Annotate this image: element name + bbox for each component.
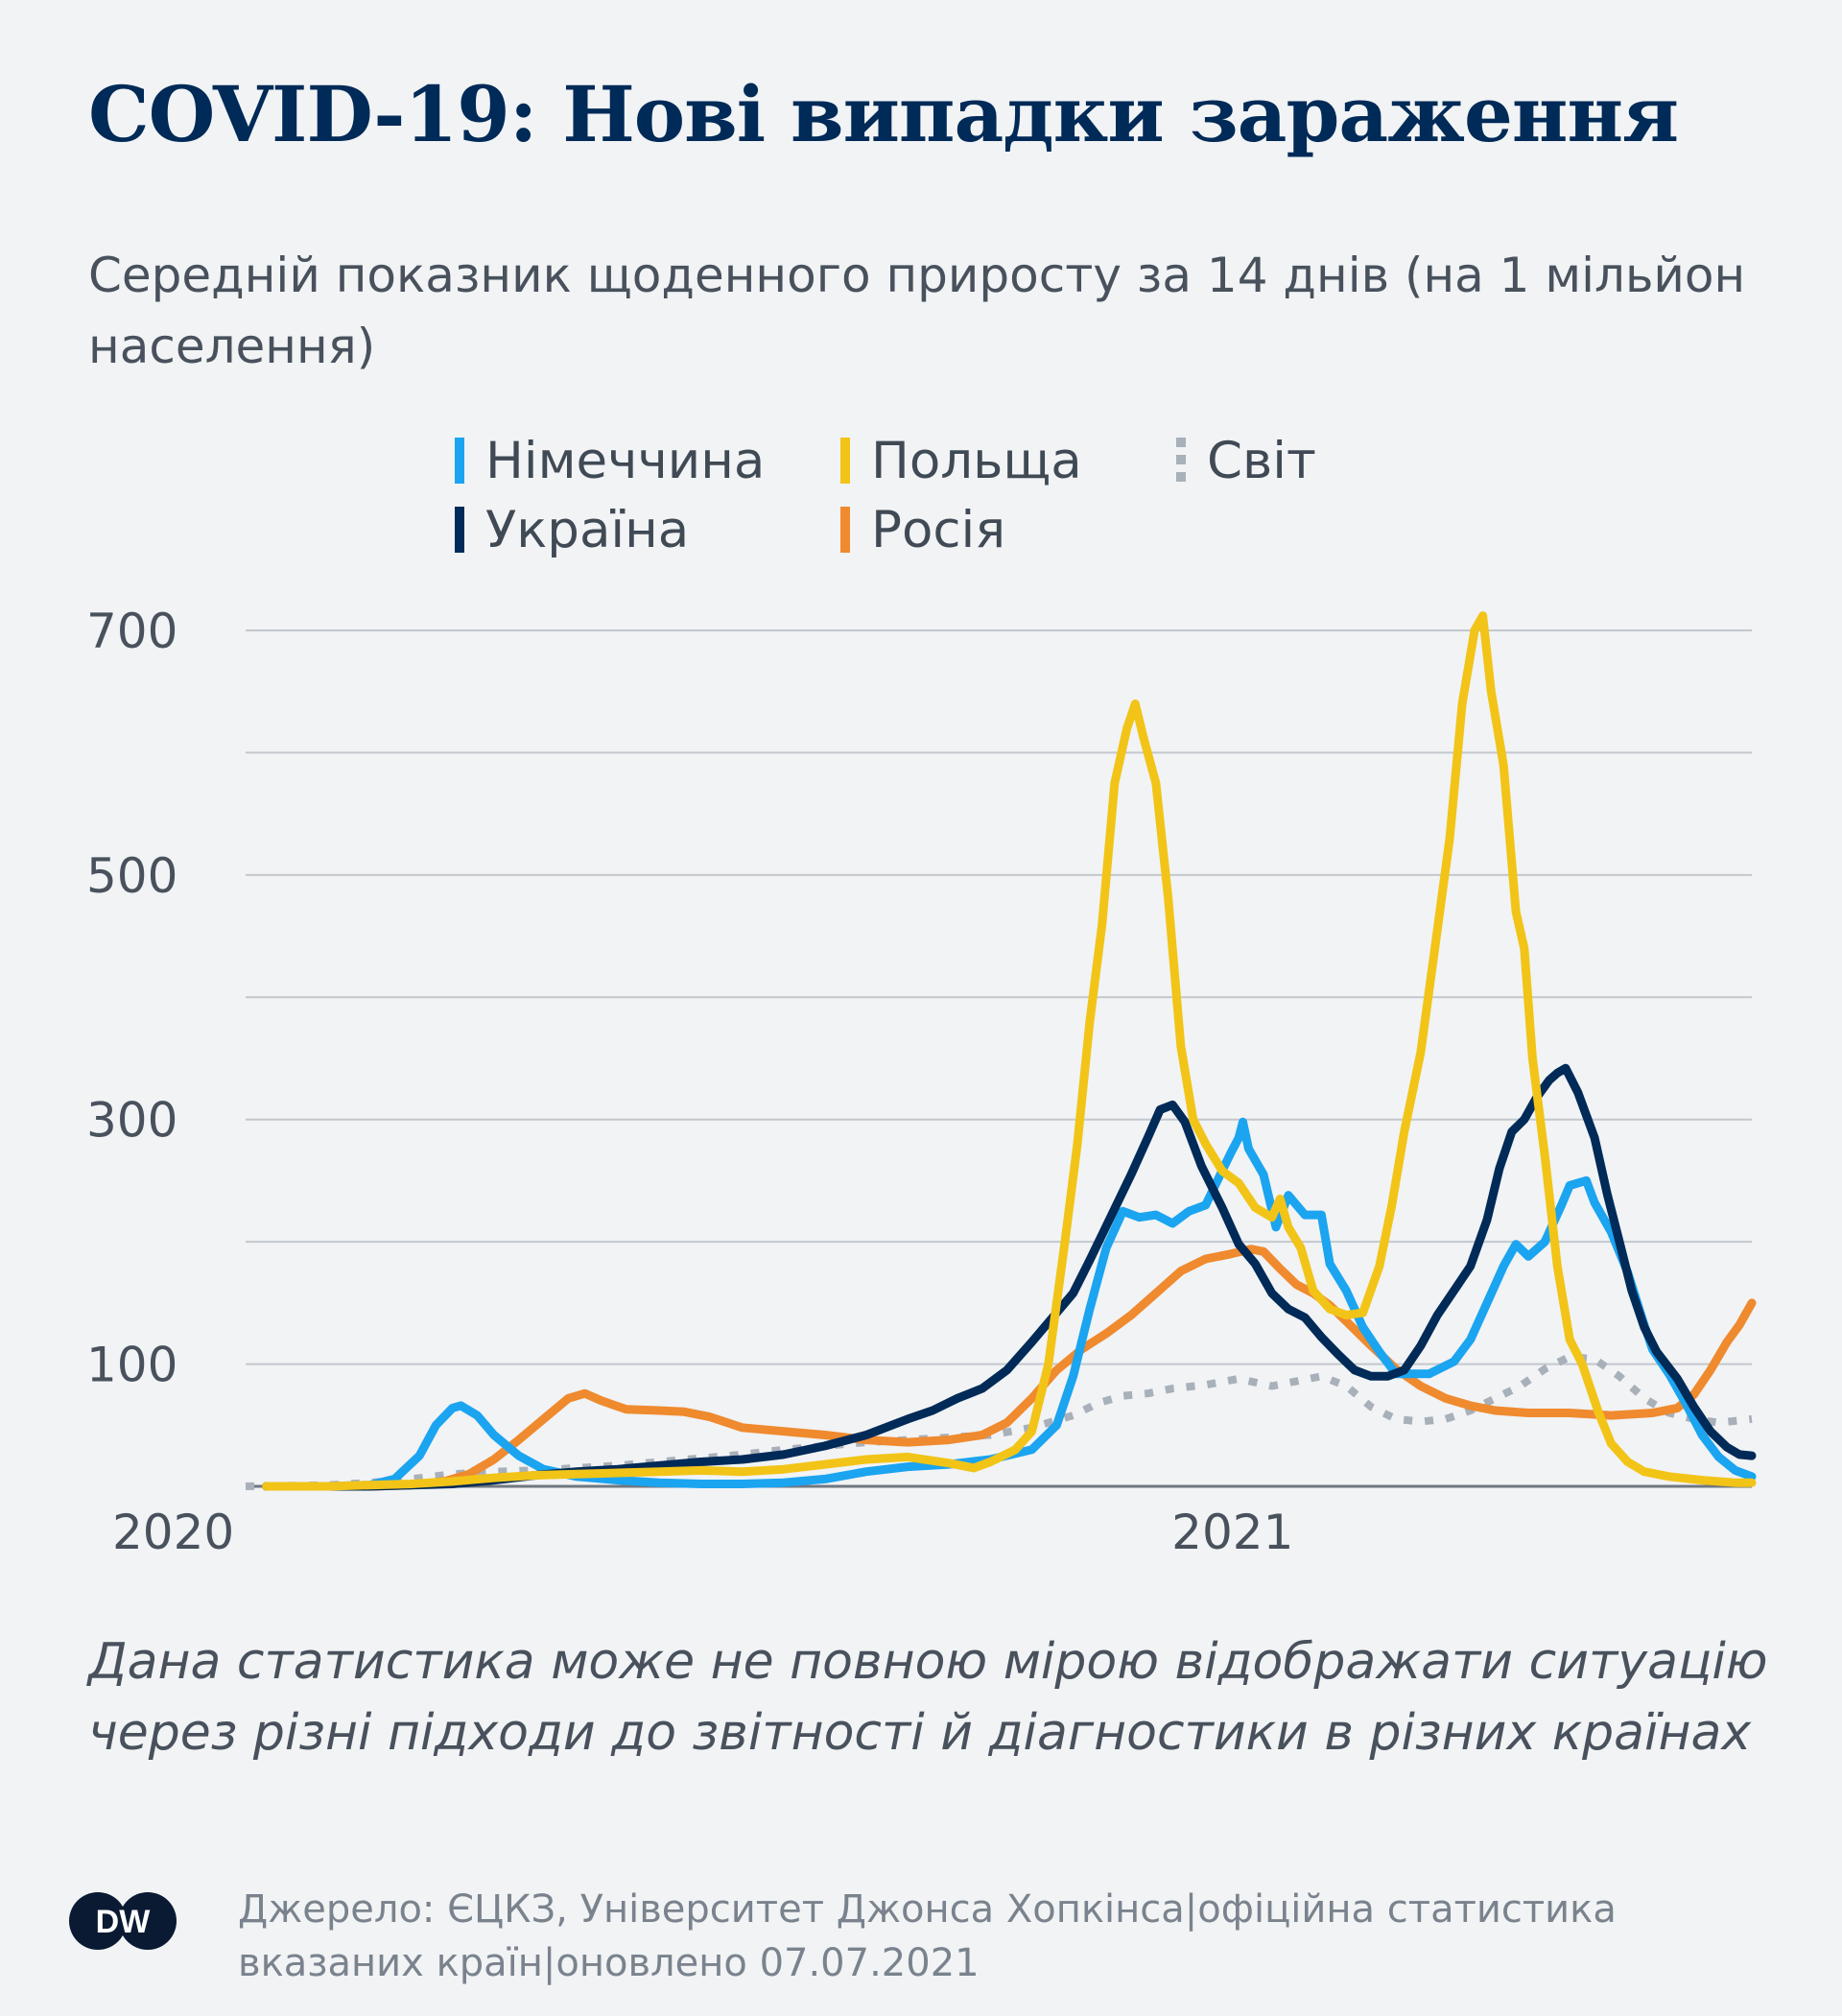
legend-item-russia: Росія xyxy=(840,500,1006,559)
y-axis: 100 300 500 700 xyxy=(86,604,177,1393)
source-part-3: оновлено 07.07.2021 xyxy=(555,1941,980,1985)
y-tick-label-300: 300 xyxy=(86,1093,177,1149)
y-tick-label-700: 700 xyxy=(86,604,177,659)
chart-title: COVID-19: Нові випадки зараження xyxy=(88,69,1679,159)
x-tick-label-2020: 2020 xyxy=(112,1505,234,1560)
y-tick-label-100: 100 xyxy=(86,1338,177,1393)
series-line-poland xyxy=(262,611,1757,1491)
source-note: Джерело: ЄЦКЗ, Університет Джонса Хопкін… xyxy=(238,1883,1773,1990)
dw-logo: DW xyxy=(67,1890,180,1952)
line-chart: 100 300 500 700 2020 2021 xyxy=(86,604,1757,1560)
legend-swatch-germany xyxy=(455,438,464,484)
legend-label-poland: Польща xyxy=(871,431,1082,490)
legend-label-russia: Росія xyxy=(871,500,1006,559)
legend-label-world: Світ xyxy=(1207,431,1316,490)
legend-swatch-poland xyxy=(840,438,850,484)
legend-swatch-ukraine xyxy=(455,507,464,553)
legend-item-poland: Польща xyxy=(840,431,1082,490)
legend-swatch-world xyxy=(1176,438,1186,484)
source-separator-1: | xyxy=(1184,1887,1198,1932)
series-line-ukraine xyxy=(262,1063,1757,1491)
dw-logo-icon: DW xyxy=(69,1892,177,1950)
series-lines xyxy=(245,611,1757,1491)
source-part-2: офіційна статистика вказаних країн xyxy=(238,1887,1617,1985)
legend-item-germany: Німеччина xyxy=(455,431,766,490)
x-axis: 2020 2021 xyxy=(112,1505,1293,1560)
legend-label-ukraine: Україна xyxy=(485,500,690,559)
source-part-1: Джерело: ЄЦКЗ, Університет Джонса Хопкін… xyxy=(238,1887,1185,1932)
legend-item-ukraine: Україна xyxy=(455,500,690,559)
legend-label-germany: Німеччина xyxy=(485,431,766,490)
dw-logo-text: DW xyxy=(96,1904,152,1940)
legend-item-world: Світ xyxy=(1176,431,1316,490)
series-line-russia xyxy=(262,1245,1757,1491)
disclaimer-note: Дана статистика може не повною мірою від… xyxy=(88,1633,1768,1762)
x-tick-label-2021: 2021 xyxy=(1171,1505,1293,1560)
grid-lines xyxy=(246,629,1752,1488)
chart-subtitle: Середній показник щоденного приросту за … xyxy=(88,248,1746,374)
footer: DW Джерело: ЄЦКЗ, Університет Джонса Хоп… xyxy=(67,1883,1773,1990)
legend-swatch-russia xyxy=(840,507,850,553)
source-separator-2: | xyxy=(542,1941,556,1985)
y-tick-label-500: 500 xyxy=(86,848,177,904)
